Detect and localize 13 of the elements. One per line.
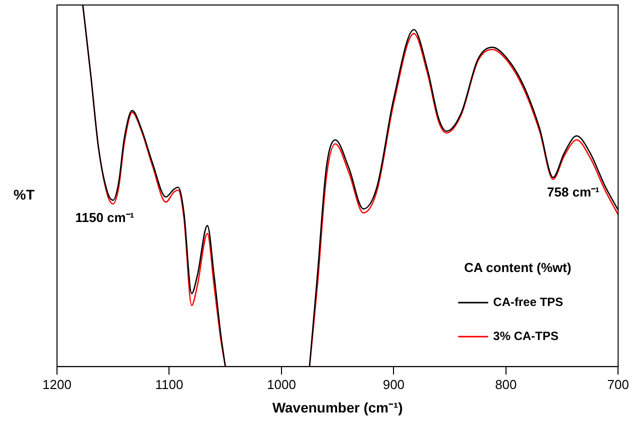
legend-label: CA-free TPS [493, 294, 564, 309]
legend-label: 3% CA-TPS [493, 328, 558, 343]
x-tick-label: 800 [495, 376, 517, 392]
x-tick-label: 1200 [42, 376, 72, 392]
y-axis-title: %T [14, 186, 35, 203]
annotation: 1150 cm⁻¹ [75, 210, 134, 225]
x-axis-title: Wavenumber (cm⁻¹) [272, 399, 403, 416]
x-tick-label: 1100 [155, 376, 184, 392]
x-tick-label: 700 [607, 376, 630, 392]
annotation: 758 cm⁻¹ [547, 184, 600, 200]
x-tick-label: 900 [382, 376, 405, 392]
legend-title: CA content (%wt) [464, 260, 572, 276]
x-tick-label: 1000 [267, 376, 296, 392]
